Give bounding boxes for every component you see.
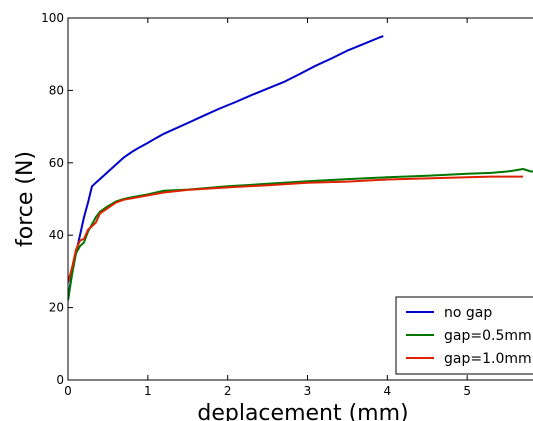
x-tick-label: 5 — [463, 384, 471, 398]
x-tick-label: 3 — [304, 384, 312, 398]
x-axis-label: deplacement (mm) — [197, 401, 408, 421]
y-tick-label: 100 — [41, 11, 64, 25]
legend-label: no gap — [444, 305, 492, 321]
legend-label: gap=0.5mm — [444, 328, 532, 344]
legend-label: gap=1.0mm — [444, 351, 532, 367]
x-tick-label: 0 — [64, 384, 72, 398]
y-tick-label: 40 — [49, 228, 64, 242]
y-tick-label: 0 — [56, 373, 64, 387]
series-line-2 — [68, 168, 533, 301]
y-tick-label: 20 — [49, 301, 64, 315]
series-layer — [68, 35, 533, 301]
x-tick-label: 1 — [144, 384, 152, 398]
y-axis-label: force (N) — [13, 151, 38, 247]
x-tick-label: 2 — [224, 384, 232, 398]
series-line-1 — [68, 35, 384, 301]
y-axis: 0 20 40 60 80 100 — [41, 11, 73, 387]
y-tick-label: 60 — [49, 156, 64, 170]
x-axis: 0 1 2 3 4 5 — [64, 18, 471, 398]
y-tick-label: 80 — [49, 83, 64, 97]
legend: no gap gap=0.5mm gap=1.0mm — [395, 296, 533, 375]
x-tick-label: 4 — [384, 384, 392, 398]
series-line-3 — [68, 175, 523, 283]
